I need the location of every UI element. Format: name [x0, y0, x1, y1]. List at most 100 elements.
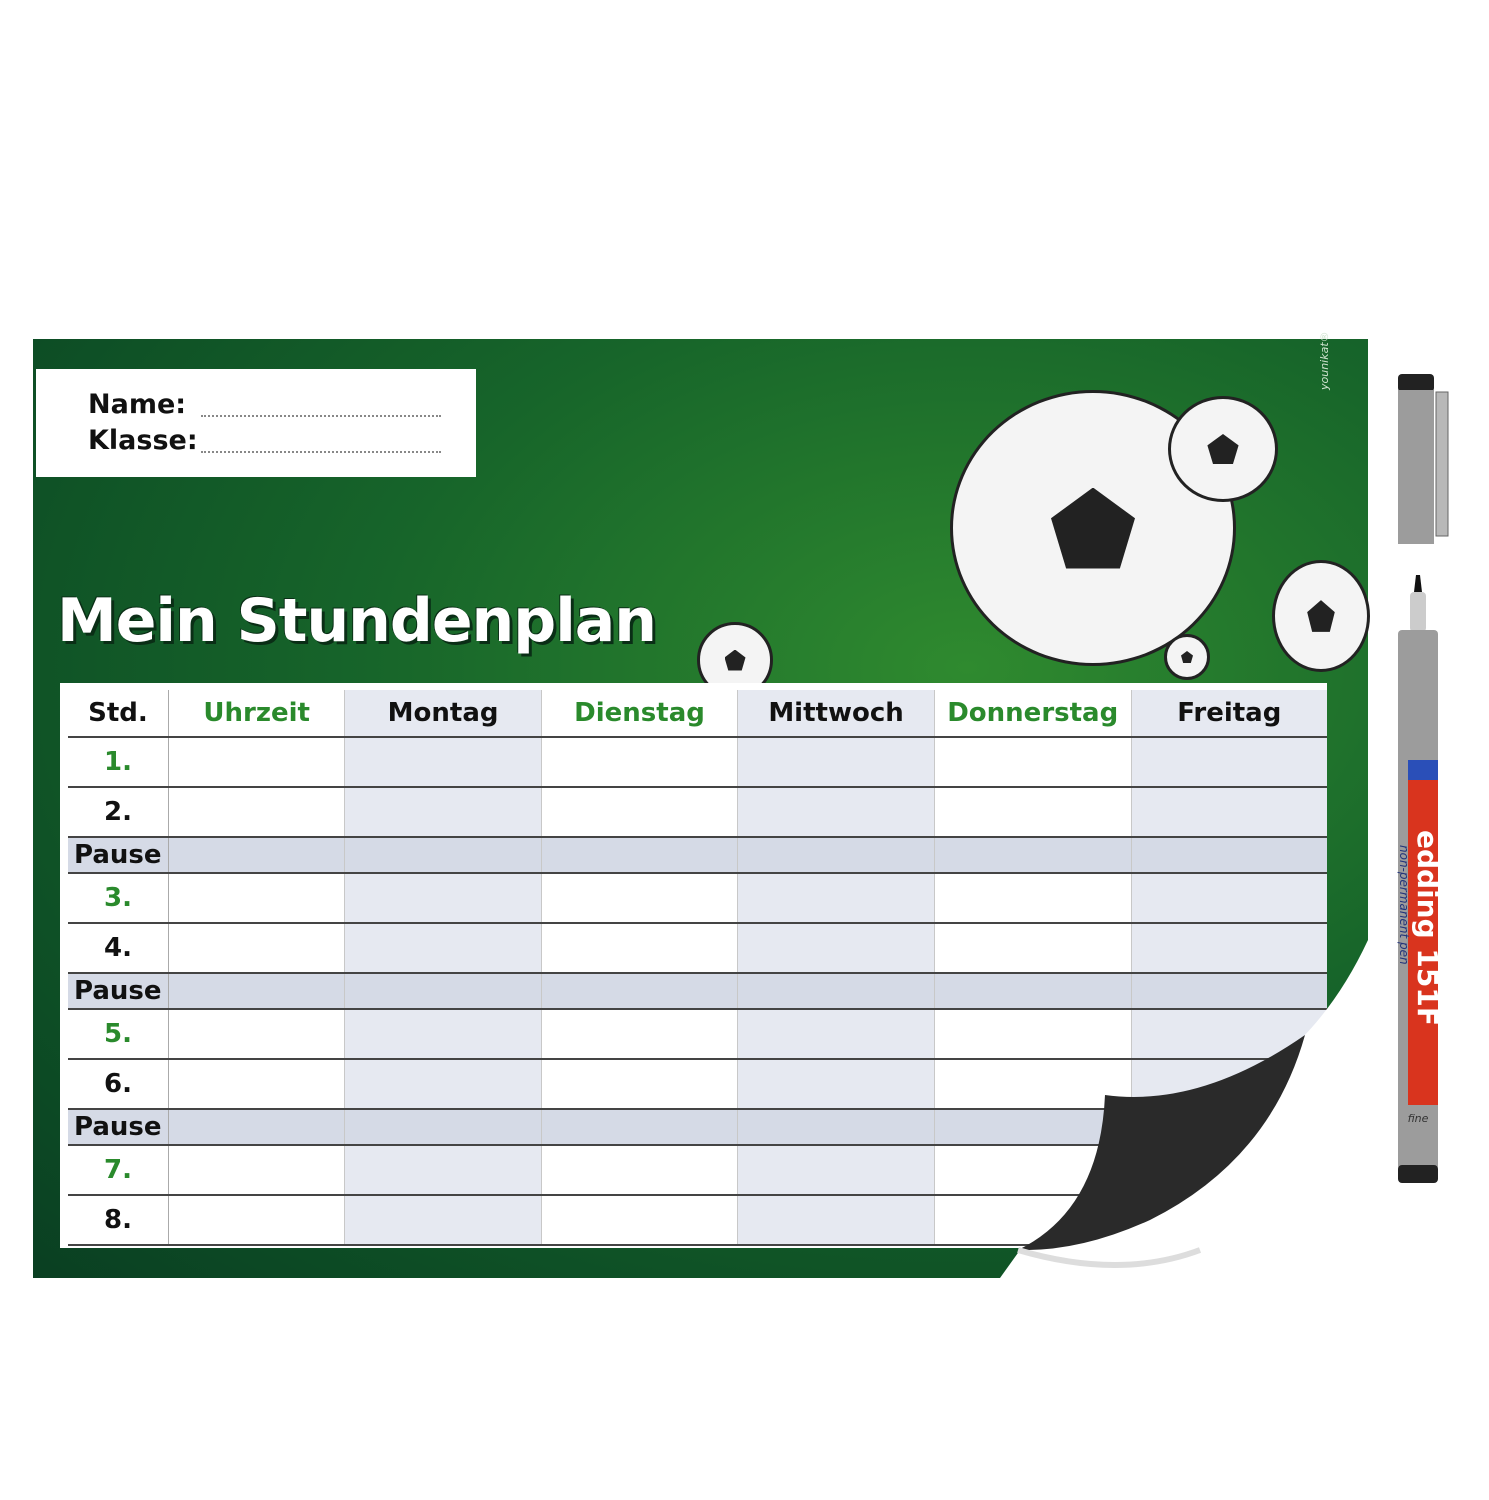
- class-label: Klasse:: [88, 425, 198, 456]
- timetable-cell[interactable]: [168, 973, 345, 1010]
- timetable-cell[interactable]: [933, 923, 1132, 974]
- timetable-cell[interactable]: [344, 873, 542, 924]
- column-header: Montag: [344, 690, 542, 738]
- timetable-cell[interactable]: [737, 787, 935, 838]
- marker-tip: fine: [1408, 1112, 1429, 1125]
- pause-row: Pause: [68, 973, 1327, 1010]
- timetable-cell[interactable]: [933, 837, 1132, 874]
- timetable-cell[interactable]: [540, 873, 738, 924]
- page-title: Mein Stundenplan: [57, 586, 657, 656]
- timetable-cell[interactable]: [737, 923, 935, 974]
- soccer-ball: [1164, 634, 1210, 680]
- lesson-row: 3.: [68, 873, 1327, 924]
- timetable-cell[interactable]: [933, 873, 1132, 924]
- timetable-cell[interactable]: [933, 1009, 1132, 1060]
- timetable-cell[interactable]: [344, 973, 542, 1010]
- timetable-cell[interactable]: [344, 837, 542, 874]
- timetable-cell[interactable]: [540, 1009, 738, 1060]
- row-label: 8.: [68, 1195, 169, 1246]
- row-label: 6.: [68, 1059, 169, 1110]
- name-box: Name: Klasse:: [36, 369, 476, 477]
- timetable-cell[interactable]: [737, 1009, 935, 1060]
- timetable-cell[interactable]: [540, 1145, 738, 1196]
- timetable-cell[interactable]: [1130, 737, 1327, 788]
- timetable-cell[interactable]: [1130, 837, 1327, 874]
- marker-type: non-permanent pen: [1397, 845, 1411, 965]
- timetable-cell[interactable]: [1130, 787, 1327, 838]
- timetable-cell[interactable]: [540, 787, 738, 838]
- timetable-cell[interactable]: [168, 1059, 345, 1110]
- timetable-cell[interactable]: [737, 1059, 935, 1110]
- timetable-cell[interactable]: [540, 737, 738, 788]
- row-label: 2.: [68, 787, 169, 838]
- timetable-cell[interactable]: [344, 1009, 542, 1060]
- timetable-cell[interactable]: [933, 787, 1132, 838]
- soccer-ball: [1272, 560, 1370, 672]
- column-header: Mittwoch: [737, 690, 935, 738]
- column-header: Std.: [68, 690, 169, 738]
- timetable-cell[interactable]: [737, 1145, 935, 1196]
- lesson-row: 2.: [68, 787, 1327, 838]
- timetable-cell[interactable]: [540, 1109, 738, 1146]
- timetable-cell[interactable]: [540, 1195, 738, 1246]
- timetable-cell[interactable]: [168, 1145, 345, 1196]
- timetable-cell[interactable]: [737, 837, 935, 874]
- column-header: Dienstag: [540, 690, 738, 738]
- timetable-cell[interactable]: [344, 787, 542, 838]
- row-label: 1.: [68, 737, 169, 788]
- timetable-cell[interactable]: [168, 737, 345, 788]
- class-field[interactable]: [201, 451, 441, 453]
- timetable-cell[interactable]: [168, 787, 345, 838]
- timetable-cell[interactable]: [540, 923, 738, 974]
- timetable-cell[interactable]: [168, 873, 345, 924]
- lesson-row: 5.: [68, 1009, 1327, 1060]
- timetable-cell[interactable]: [1130, 873, 1327, 924]
- timetable-cell[interactable]: [1130, 923, 1327, 974]
- column-header: Freitag: [1130, 690, 1327, 738]
- marker-body: edding 151F non-permanent pen fine: [1397, 575, 1444, 1183]
- timetable-cell[interactable]: [540, 973, 738, 1010]
- timetable-cell[interactable]: [168, 1109, 345, 1146]
- lesson-row: 1.: [68, 737, 1327, 788]
- row-label: 4.: [68, 923, 169, 974]
- timetable-cell[interactable]: [344, 1059, 542, 1110]
- timetable-cell[interactable]: [168, 1009, 345, 1060]
- timetable-cell[interactable]: [344, 923, 542, 974]
- timetable-cell[interactable]: [344, 1145, 542, 1196]
- soccer-ball: [1168, 396, 1278, 502]
- row-label: 3.: [68, 873, 169, 924]
- timetable-cell[interactable]: [933, 1059, 1132, 1110]
- pause-row: Pause: [68, 1109, 1327, 1146]
- timetable-cell[interactable]: [344, 1195, 542, 1246]
- name-label: Name:: [88, 389, 187, 420]
- column-header: Uhrzeit: [168, 690, 345, 738]
- row-label: Pause: [68, 973, 169, 1010]
- pause-row: Pause: [68, 837, 1327, 874]
- timetable-cell[interactable]: [168, 1195, 345, 1246]
- timetable-cell[interactable]: [933, 737, 1132, 788]
- name-field[interactable]: [201, 415, 441, 417]
- timetable-cell[interactable]: [933, 1109, 1132, 1146]
- timetable-cell[interactable]: [737, 973, 935, 1010]
- column-header: Donnerstag: [933, 690, 1132, 738]
- timetable-cell[interactable]: [540, 1059, 738, 1110]
- lesson-row: 4.: [68, 923, 1327, 974]
- timetable-cell[interactable]: [737, 1109, 935, 1146]
- timetable-cell[interactable]: [344, 737, 542, 788]
- timetable-cell[interactable]: [737, 1195, 935, 1246]
- timetable-cell[interactable]: [168, 923, 345, 974]
- timetable-cell[interactable]: [1130, 973, 1327, 1010]
- timetable-cell[interactable]: [933, 973, 1132, 1010]
- timetable-cell[interactable]: [168, 837, 345, 874]
- timetable-cell[interactable]: [737, 873, 935, 924]
- marker-cap: [1398, 374, 1449, 544]
- row-label: 5.: [68, 1009, 169, 1060]
- timetable-cell[interactable]: [344, 1109, 542, 1146]
- row-label: 7.: [68, 1145, 169, 1196]
- marker-brand: edding 151F: [1411, 830, 1444, 1026]
- timetable-cell[interactable]: [540, 837, 738, 874]
- row-label: Pause: [68, 1109, 169, 1146]
- timetable-cell[interactable]: [737, 737, 935, 788]
